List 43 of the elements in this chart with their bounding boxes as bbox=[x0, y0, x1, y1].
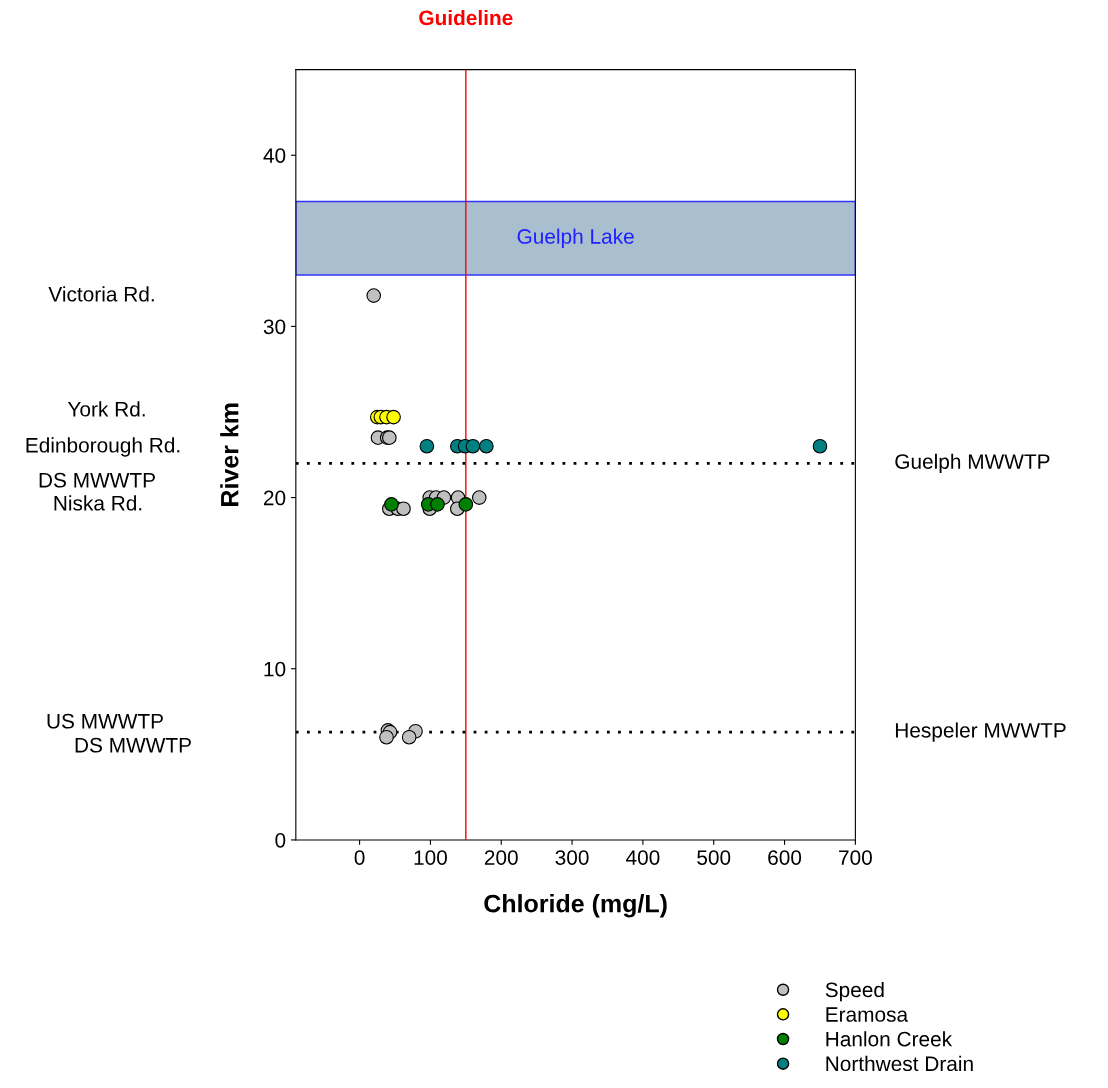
x-tick-label: 0 bbox=[354, 850, 365, 865]
point bbox=[379, 729, 394, 745]
legend-label: Hanlon Creek bbox=[826, 1031, 953, 1047]
legend-label: Northwest Drain bbox=[826, 1055, 973, 1072]
point bbox=[419, 438, 435, 454]
ref-line-label: Guelph MWWTP bbox=[895, 453, 1050, 474]
text: York Rd. bbox=[67, 401, 145, 417]
y-tick-label: 20 bbox=[263, 490, 286, 506]
x-axis-title: Chloride (mg/L) bbox=[484, 894, 667, 918]
y-tick-label: 0 bbox=[275, 832, 286, 848]
text: Edinborough Rd. bbox=[26, 437, 180, 457]
point bbox=[366, 288, 382, 303]
x-tick-label: 300 bbox=[555, 850, 589, 865]
text: Victoria Rd. bbox=[48, 286, 154, 302]
point bbox=[401, 729, 417, 745]
point bbox=[812, 438, 828, 454]
text: US MWWTP bbox=[47, 713, 163, 729]
point bbox=[479, 438, 494, 454]
legend-label: Eramosa bbox=[826, 1007, 909, 1022]
point bbox=[384, 497, 399, 512]
point bbox=[430, 497, 445, 512]
text: DS MWWTP bbox=[39, 472, 155, 488]
x-tick-label: 500 bbox=[697, 850, 731, 865]
x-tick-label: 700 bbox=[839, 850, 872, 865]
text: DS MWWTP bbox=[75, 737, 191, 753]
point bbox=[396, 501, 411, 517]
point bbox=[386, 409, 401, 425]
x-tick-label: 100 bbox=[414, 850, 447, 865]
text: Niska Rd. bbox=[54, 495, 142, 511]
y-axis-title: River km bbox=[220, 403, 239, 506]
y-tick-label: 40 bbox=[263, 148, 286, 163]
y-tick-label: 10 bbox=[264, 661, 286, 677]
ref-line-label: Hespeler MWWTP bbox=[895, 722, 1066, 742]
band-label: Guelph Lake bbox=[517, 228, 634, 248]
point bbox=[465, 438, 481, 454]
point bbox=[458, 497, 474, 512]
x-tick-label: 400 bbox=[625, 850, 660, 865]
y-tick-label: 30 bbox=[263, 319, 286, 335]
x-tick-label: 600 bbox=[768, 850, 802, 865]
x-tick-label: 200 bbox=[484, 850, 518, 865]
legend-label: Speed bbox=[825, 981, 884, 1002]
ref-line-label: Guideline bbox=[419, 9, 513, 26]
point bbox=[471, 490, 487, 505]
